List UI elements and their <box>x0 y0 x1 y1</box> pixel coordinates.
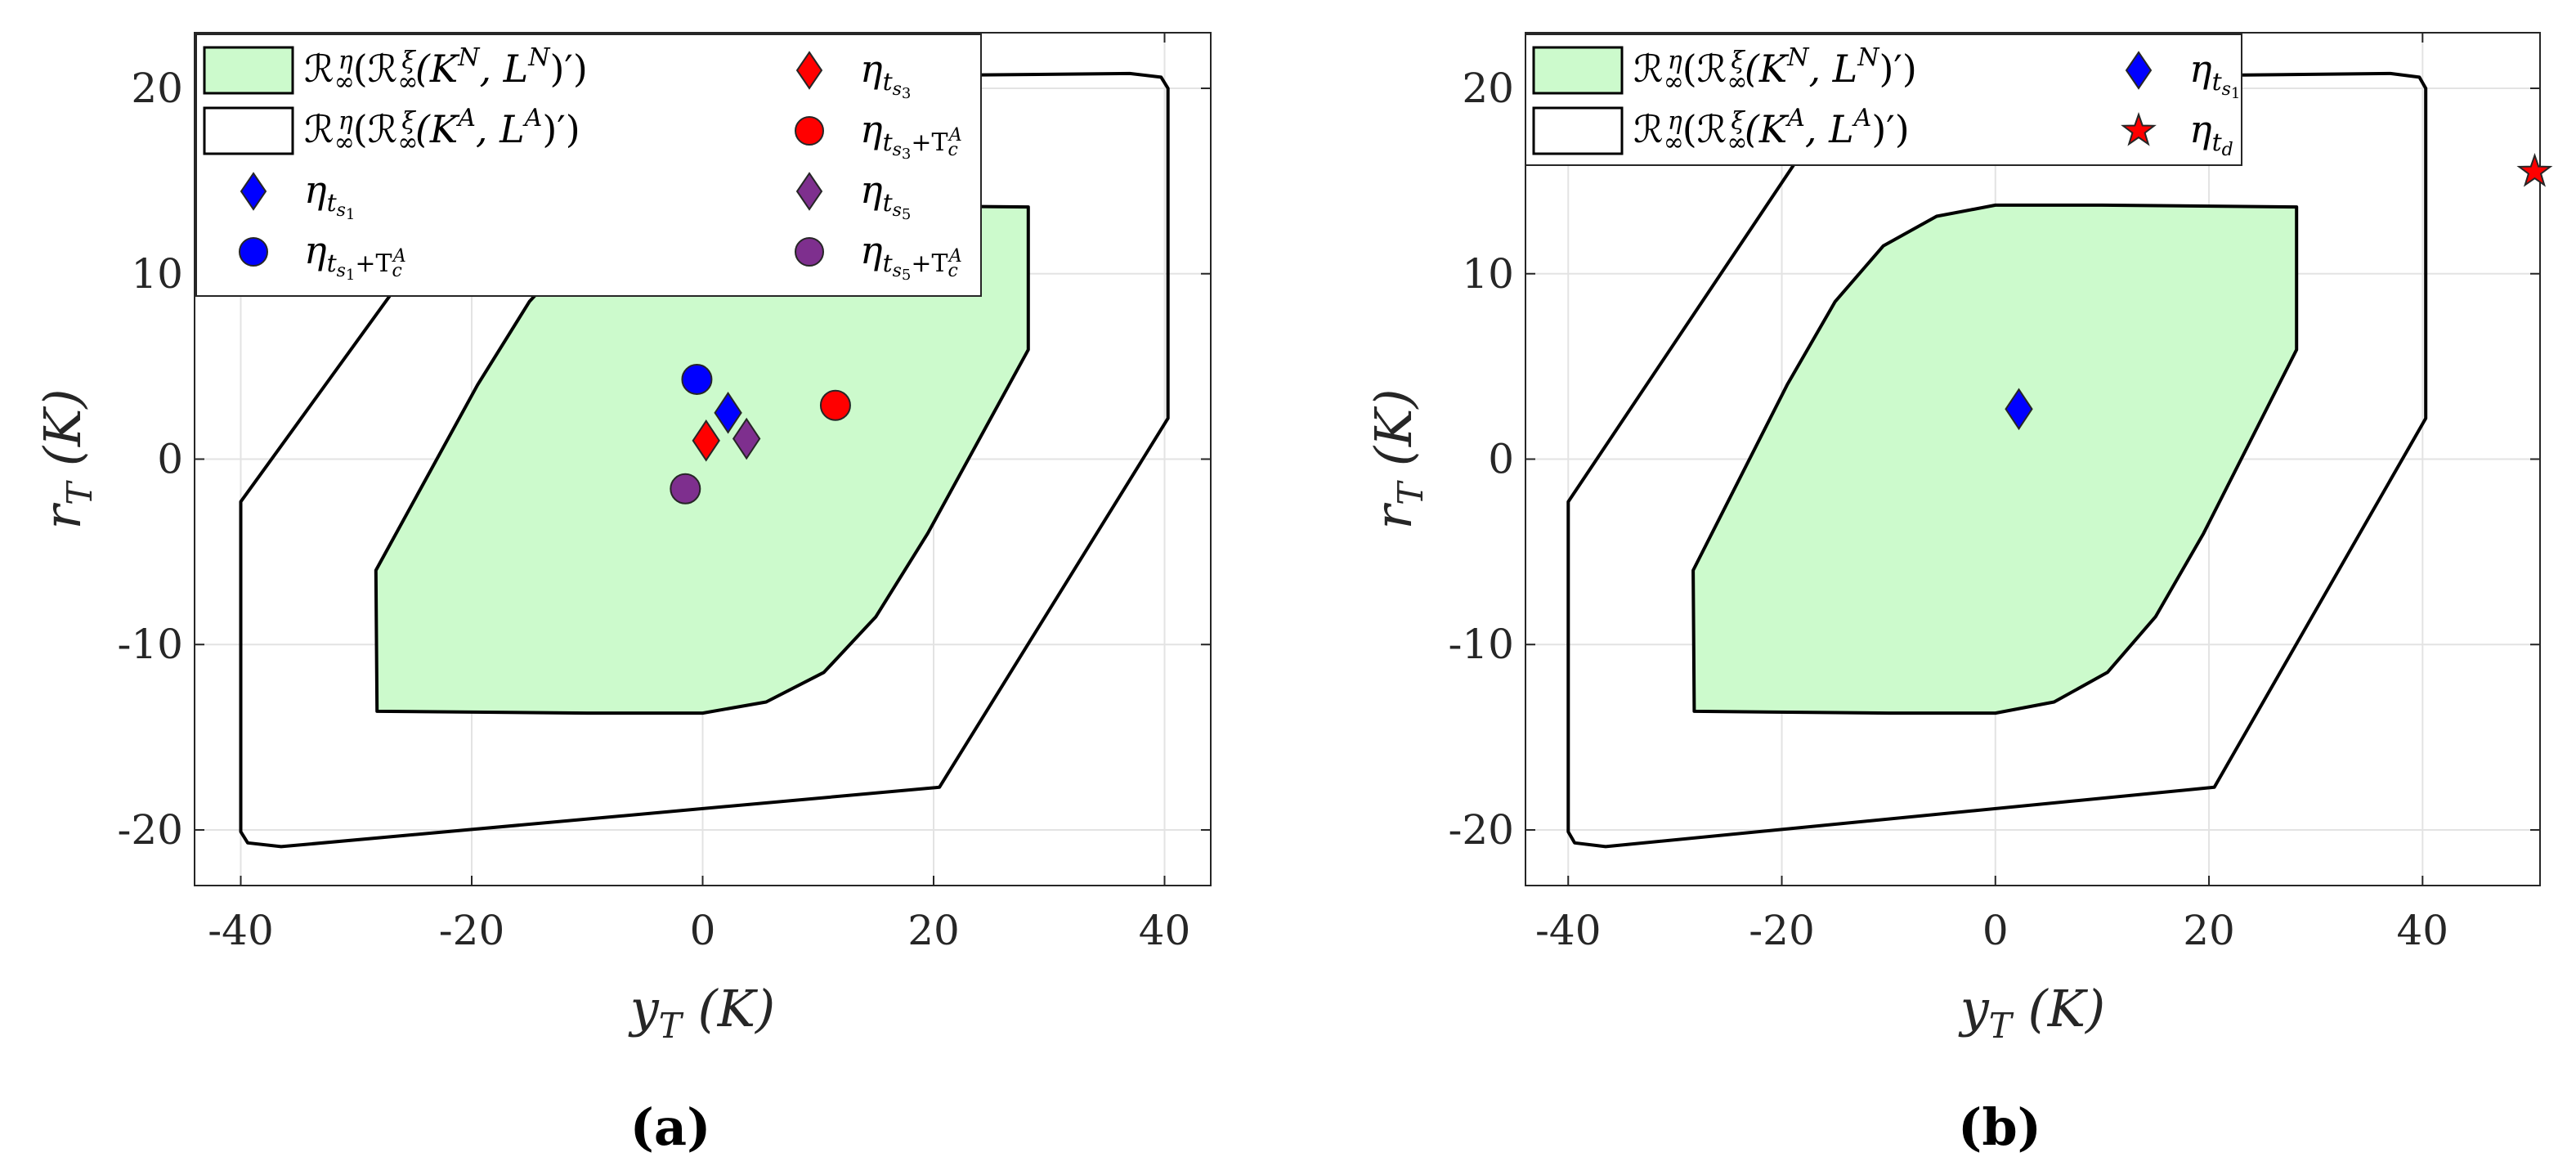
legend: ℛ∞η(ℛ∞ξ(KN, LN)′)ℛ∞η(ℛ∞ξ(KA, LA)′)ηts1ηt… <box>195 34 982 297</box>
y-tick-label: 0 <box>1488 436 1514 483</box>
legend: ℛ∞η(ℛ∞ξ(KN, LN)′) ℛ∞η(ℛ∞ξ(KA, LA)′) ηts1ηt… <box>1525 34 2242 166</box>
legend-label-ts5Tc: ηts5+TcA <box>860 228 962 284</box>
legend-marker-ts5 <box>795 172 823 211</box>
x-tick-label: -40 <box>1535 907 1602 954</box>
chart-panel-b: -40 -20 0 20 40 -20 -10 0 10 20 yT (K) rT (K) ℛ∞η(ℛ∞… <box>1364 32 2553 1157</box>
legend-box <box>195 34 982 297</box>
chart-panel-a: -40 -20 0 20 40 -20 -10 0 10 20 yT (K) rT (K) ℛ∞η(ℛ∞… <box>33 32 1212 1157</box>
y-tick-label: 10 <box>1462 250 1514 298</box>
legend-swatch-green-set <box>1532 46 1624 95</box>
x-tick-label: -20 <box>1749 907 1815 954</box>
y-axis-label: rT (K) <box>1364 388 1431 529</box>
legend-swatch-outer-set <box>203 106 294 155</box>
legend-label-ts1: ηts1 <box>2189 47 2240 102</box>
legend-marker-td <box>2121 111 2157 146</box>
y-tick-label: 20 <box>131 65 183 112</box>
x-axis-label: yT (K) <box>1958 979 2105 1046</box>
legend-label-td: ηtd <box>2189 107 2233 160</box>
legend-label-green_set: ℛ∞η(ℛ∞ξ(KN, LN)′) <box>304 43 588 96</box>
legend-label-ts3Tc: ηts3+TcA <box>860 107 962 163</box>
region-green-set <box>1691 203 2299 715</box>
legend-label-green_set: ℛ∞η(ℛ∞ξ(KN, LN)′) <box>1633 43 1917 96</box>
y-tick-label: 20 <box>1462 65 1514 112</box>
y-tick-label: -20 <box>1448 806 1514 854</box>
marker-ts5 <box>732 417 761 460</box>
legend-marker-ts1 <box>240 172 267 211</box>
marker-ts3Tc <box>819 389 851 421</box>
y-tick-label: -20 <box>117 806 183 854</box>
marker-ts1 <box>2005 388 2033 431</box>
legend-marker-ts3 <box>795 51 823 90</box>
x-axis-label: yT (K) <box>628 979 775 1046</box>
x-tick-label: 40 <box>1139 907 1191 954</box>
x-tick-label: 20 <box>907 907 960 954</box>
legend-marker-ts3Tc <box>795 116 824 146</box>
y-axis-label: rT (K) <box>33 388 100 529</box>
legend-marker-ts5Tc <box>795 237 824 267</box>
legend-label-outer_set: ℛ∞η(ℛ∞ξ(KA, LA)′) <box>304 104 580 157</box>
marker-ts3 <box>692 419 720 462</box>
legend-marker-ts1Tc <box>239 237 268 267</box>
y-tick-label: 0 <box>157 436 183 483</box>
x-tick-label: 40 <box>2396 907 2448 954</box>
marker-ts1Tc <box>681 364 713 396</box>
marker-ts5Tc <box>670 473 701 505</box>
marker-ts1 <box>714 392 742 434</box>
x-tick-label: -20 <box>439 907 505 954</box>
marker-td <box>2516 153 2553 187</box>
legend-swatch-green-set <box>203 46 294 95</box>
legend-marker-ts1 <box>2125 51 2153 90</box>
legend-label-outer_set: ℛ∞η(ℛ∞ξ(KA, LA)′) <box>1633 104 1910 157</box>
legend-label-ts1: ηts1 <box>304 168 355 223</box>
x-tick-label: 20 <box>2183 907 2235 954</box>
legend-label-ts3: ηts3 <box>860 47 911 102</box>
legend-label-ts1Tc: ηts1+TcA <box>304 228 406 284</box>
y-tick-label: -10 <box>117 621 183 668</box>
legend-label-ts5: ηts5 <box>860 168 911 223</box>
x-tick-label: 0 <box>690 907 716 954</box>
panel-caption: (a) <box>630 1097 711 1157</box>
legend-swatch-outer-set <box>1532 106 1624 155</box>
legend-box <box>1525 34 2242 166</box>
y-tick-label: -10 <box>1448 621 1514 668</box>
y-tick-label: 10 <box>131 250 183 298</box>
panel-caption: (b) <box>1958 1097 2041 1157</box>
x-tick-label: 0 <box>1982 907 2009 954</box>
x-tick-label: -40 <box>208 907 274 954</box>
